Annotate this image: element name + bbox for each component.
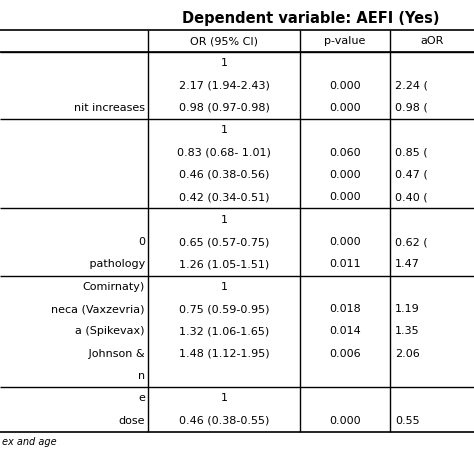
Text: a (Spikevax): a (Spikevax) — [75, 327, 145, 337]
Text: 0.47 (: 0.47 ( — [395, 170, 428, 180]
Text: 0.75 (0.59-0.95): 0.75 (0.59-0.95) — [179, 304, 269, 314]
Text: 0.46 (0.38-0.56): 0.46 (0.38-0.56) — [179, 170, 269, 180]
Text: 0.000: 0.000 — [329, 170, 361, 180]
Text: 0.000: 0.000 — [329, 103, 361, 113]
Text: nit increases: nit increases — [74, 103, 145, 113]
Text: 1: 1 — [220, 393, 228, 403]
Text: Dependent variable: AEFI (Yes): Dependent variable: AEFI (Yes) — [182, 10, 440, 26]
Text: 1: 1 — [220, 58, 228, 68]
Text: 2.17 (1.94-2.43): 2.17 (1.94-2.43) — [179, 81, 269, 91]
Text: 0: 0 — [138, 237, 145, 247]
Text: 0.000: 0.000 — [329, 81, 361, 91]
Text: 0.000: 0.000 — [329, 192, 361, 202]
Text: neca (Vaxzevria): neca (Vaxzevria) — [52, 304, 145, 314]
Text: 1.32 (1.06-1.65): 1.32 (1.06-1.65) — [179, 327, 269, 337]
Text: 0.98 (: 0.98 ( — [395, 103, 428, 113]
Text: pathology: pathology — [86, 259, 145, 269]
Text: 1: 1 — [220, 125, 228, 135]
Text: 0.018: 0.018 — [329, 304, 361, 314]
Text: 2.06: 2.06 — [395, 349, 420, 359]
Text: ex and age: ex and age — [2, 437, 56, 447]
Text: OR (95% CI): OR (95% CI) — [190, 36, 258, 46]
Text: aOR: aOR — [420, 36, 444, 46]
Text: 0.014: 0.014 — [329, 327, 361, 337]
Text: Comirnaty): Comirnaty) — [83, 282, 145, 292]
Text: e: e — [138, 393, 145, 403]
Text: 0.000: 0.000 — [329, 237, 361, 247]
Text: Johnson &: Johnson & — [85, 349, 145, 359]
Text: dose: dose — [118, 416, 145, 426]
Text: 0.46 (0.38-0.55): 0.46 (0.38-0.55) — [179, 416, 269, 426]
Text: 0.000: 0.000 — [329, 416, 361, 426]
Text: 0.65 (0.57-0.75): 0.65 (0.57-0.75) — [179, 237, 269, 247]
Text: 1.19: 1.19 — [395, 304, 420, 314]
Text: 1.26 (1.05-1.51): 1.26 (1.05-1.51) — [179, 259, 269, 269]
Text: 1.47: 1.47 — [395, 259, 420, 269]
Text: 0.83 (0.68- 1.01): 0.83 (0.68- 1.01) — [177, 147, 271, 157]
Text: 0.060: 0.060 — [329, 147, 361, 157]
Text: 0.40 (: 0.40 ( — [395, 192, 428, 202]
Text: 0.55: 0.55 — [395, 416, 419, 426]
Text: p-value: p-value — [324, 36, 365, 46]
Text: 1.35: 1.35 — [395, 327, 419, 337]
Text: 0.011: 0.011 — [329, 259, 361, 269]
Text: 0.42 (0.34-0.51): 0.42 (0.34-0.51) — [179, 192, 269, 202]
Text: 0.006: 0.006 — [329, 349, 361, 359]
Text: 1: 1 — [220, 282, 228, 292]
Text: 1: 1 — [220, 215, 228, 225]
Text: n: n — [138, 371, 145, 381]
Text: 0.85 (: 0.85 ( — [395, 147, 428, 157]
Text: 1.48 (1.12-1.95): 1.48 (1.12-1.95) — [179, 349, 269, 359]
Text: 0.62 (: 0.62 ( — [395, 237, 428, 247]
Text: 2.24 (: 2.24 ( — [395, 81, 428, 91]
Text: 0.98 (0.97-0.98): 0.98 (0.97-0.98) — [179, 103, 269, 113]
